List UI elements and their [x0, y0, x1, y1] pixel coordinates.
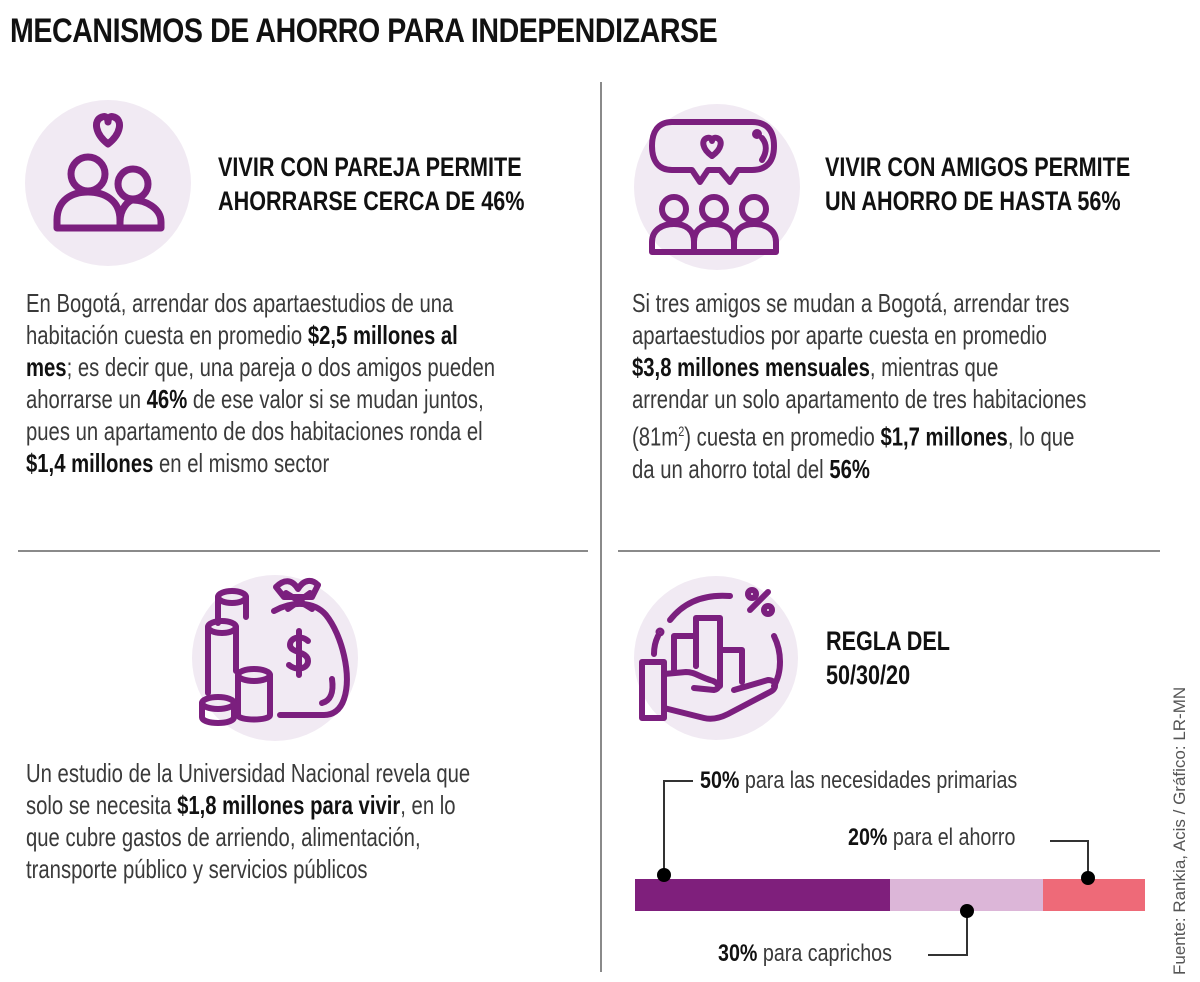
paragraph-amigos: Si tres amigos se mudan a Bogotá, arrend…: [632, 287, 1086, 485]
text-line: Un estudio de la Universidad Nacional re…: [26, 758, 471, 788]
heading-regla: REGLA DEL 50/30/20: [826, 624, 950, 692]
heading-regla-line1: REGLA DEL: [826, 626, 950, 656]
text-span: da un ahorro total del: [632, 453, 830, 484]
superscript: 2: [678, 423, 685, 439]
text-span: solo se necesita: [26, 790, 178, 820]
text-span: ahorrarse un: [26, 384, 147, 414]
heading-amigos-line1: VIVIR CON AMIGOS PERMITE: [825, 152, 1131, 182]
data-label-category: para las necesidades primarias: [744, 767, 1018, 794]
text-span: de ese valor si se mudan juntos,: [187, 384, 484, 414]
couple-heart-icon: [53, 113, 165, 232]
friends-chat-icon: [649, 119, 779, 255]
bar-segment-necesidades: [635, 879, 890, 911]
text-line: que cubre gastos de arriendo, alimentaci…: [26, 822, 421, 852]
paragraph-pareja: En Bogotá, arrendar dos apartaestudios d…: [26, 287, 495, 479]
highlight-value: 56%: [829, 453, 870, 484]
data-label-category: para el ahorro: [892, 824, 1016, 851]
highlight-value: $1,7 millones: [880, 421, 1008, 452]
highlight-value: $2,5 millones al: [307, 320, 458, 350]
text-line: mes; es decir que, una pareja o dos amig…: [26, 351, 495, 383]
text-span: (81m: [632, 421, 679, 452]
highlight-value: $3,8 millones mensuales: [632, 352, 870, 382]
icon-circle-pareja: [25, 100, 191, 266]
leader-line-ahorro: [1050, 840, 1089, 878]
text-line: pues un apartamento de dos habitaciones …: [26, 416, 483, 446]
text-span: , lo que: [1007, 421, 1075, 452]
text-line: ahorrarse un 46% de ese valor si se muda…: [26, 383, 495, 415]
text-span: , mientras que: [869, 352, 999, 382]
heading-pareja-line1: VIVIR CON PAREJA PERMITE: [218, 152, 522, 182]
vertical-divider: [600, 82, 602, 972]
text-line: En Bogotá, arrendar dos apartaestudios d…: [26, 288, 454, 318]
data-label-value: 20%: [848, 824, 888, 851]
paragraph-estudio: Un estudio de la Universidad Nacional re…: [26, 757, 470, 885]
data-label-value: 50%: [700, 767, 740, 794]
leader-line-caprichos: [928, 911, 968, 956]
text-line: solo se necesita $1,8 millones para vivi…: [26, 789, 470, 821]
text-line: apartaestudios por aparte cuesta en prom…: [632, 320, 1047, 350]
text-line: Si tres amigos se mudan a Bogotá, arrend…: [632, 288, 1070, 318]
text-line: da un ahorro total del 56%: [632, 453, 1086, 485]
text-span: habitación cuesta en promedio: [26, 320, 308, 350]
text-line: (81m2) cuesta en promedio $1,7 millones,…: [632, 415, 1086, 453]
marker-dot-ahorro: [1081, 871, 1095, 885]
text-span: en el mismo sector: [153, 448, 330, 478]
highlight-value: $1,8 millones para vivir: [177, 790, 401, 820]
heading-amigos-line2: UN AHORRO DE HASTA 56%: [825, 186, 1121, 216]
leader-line-necesidades: [663, 780, 693, 875]
text-span: , en lo: [400, 790, 456, 820]
label-ahorro: 20% para el ahorro: [848, 824, 1015, 852]
text-span: ; es decir que, una pareja o dos amigos …: [66, 352, 496, 382]
page-title: MECANISMOS DE AHORRO PARA INDEPENDIZARSE: [10, 12, 718, 50]
hand-chart-percent-icon: [639, 587, 783, 722]
data-label-category: para caprichos: [762, 940, 892, 967]
text-line: habitación cuesta en promedio $2,5 millo…: [26, 319, 495, 351]
text-line: $1,4 millones en el mismo sector: [26, 447, 495, 479]
text-line: arrendar un solo apartamento de tres hab…: [632, 384, 1087, 414]
label-caprichos: 30% para caprichos: [718, 940, 892, 968]
source-credit: Fuente: Rankia, Acis / Gráfico: LR-MN: [1170, 686, 1189, 975]
heading-pareja-line2: AHORRARSE CERCA DE 46%: [218, 186, 525, 216]
highlight-value: 46%: [146, 384, 188, 414]
horizontal-divider-left: [18, 550, 588, 552]
label-necesidades: 50% para las necesidades primarias: [700, 767, 1017, 795]
highlight-value: mes: [26, 352, 67, 382]
marker-dot-caprichos: [960, 904, 974, 918]
marker-dot-necesidades: [657, 868, 671, 882]
bar-segment-ahorro: [1043, 879, 1145, 911]
money-bag-icon: [199, 577, 350, 726]
text-span: ) cuesta en promedio: [684, 421, 881, 452]
heading-amigos: VIVIR CON AMIGOS PERMITE UN AHORRO DE HA…: [825, 150, 1130, 218]
highlight-value: $1,4 millones: [26, 448, 154, 478]
data-label-value: 30%: [718, 940, 758, 967]
text-line: transporte público y servicios públicos: [26, 854, 368, 884]
horizontal-divider-right: [618, 550, 1160, 552]
heading-regla-line2: 50/30/20: [826, 660, 911, 690]
heading-pareja: VIVIR CON PAREJA PERMITE AHORRARSE CERCA…: [218, 150, 524, 218]
text-line: $3,8 millones mensuales, mientras que: [632, 351, 1086, 383]
